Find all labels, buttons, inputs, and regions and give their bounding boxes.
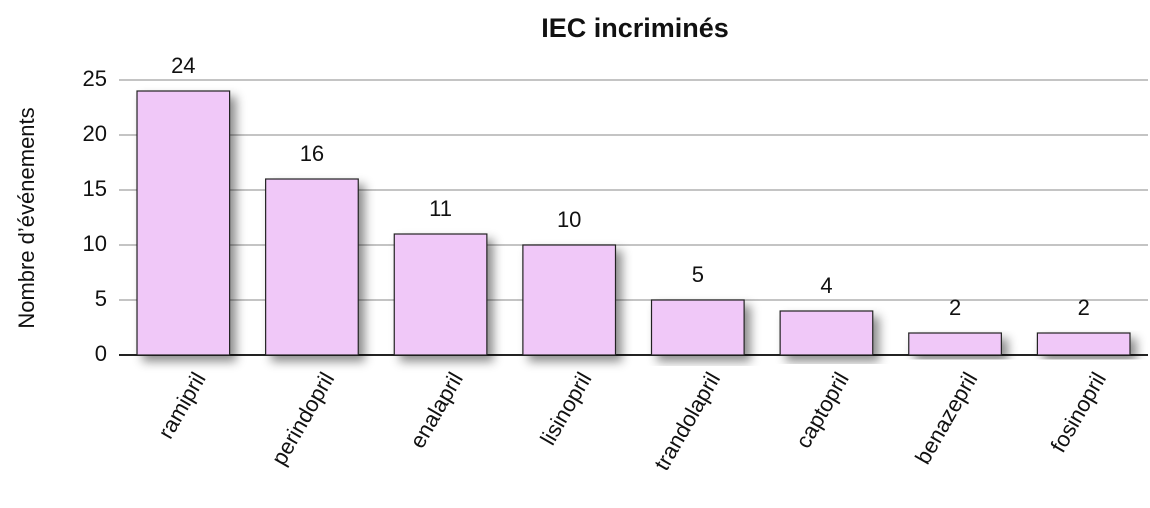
data-label: 11 [429, 196, 452, 221]
data-label: 16 [300, 141, 324, 166]
data-label: 2 [1078, 295, 1090, 320]
data-label: 4 [820, 273, 832, 298]
bar [650, 299, 745, 356]
bar [393, 233, 488, 356]
bar [265, 178, 359, 356]
x-tick-label: enalapril [405, 368, 468, 453]
chart-title: IEC incriminés [541, 13, 729, 43]
y-tick-label: 25 [83, 66, 107, 91]
x-tick-label: fosinopril [1045, 368, 1111, 457]
y-axis-label: Nombre d’événements [14, 107, 39, 328]
bar [522, 244, 617, 356]
x-tick-label: perindopril [266, 368, 339, 469]
x-tick-label: trandolapril [649, 368, 725, 475]
y-tick-label: 15 [83, 176, 107, 201]
data-label: 10 [557, 207, 581, 232]
x-tick-label: ramipril [153, 368, 211, 443]
data-label: 2 [949, 295, 961, 320]
data-label: 24 [171, 53, 195, 78]
x-tick-label: lisinopril [535, 368, 596, 449]
bar [136, 90, 231, 356]
bar [779, 310, 874, 356]
y-tick-label: 10 [83, 231, 107, 256]
x-tick-label: benazepril [910, 368, 982, 468]
x-tick-label: captopril [791, 368, 854, 453]
y-tick-label: 5 [95, 286, 107, 311]
data-label: 5 [692, 262, 704, 287]
bar [1036, 332, 1131, 356]
y-tick-label: 0 [95, 341, 107, 366]
y-tick-label: 20 [83, 121, 107, 146]
bar [908, 332, 1002, 356]
